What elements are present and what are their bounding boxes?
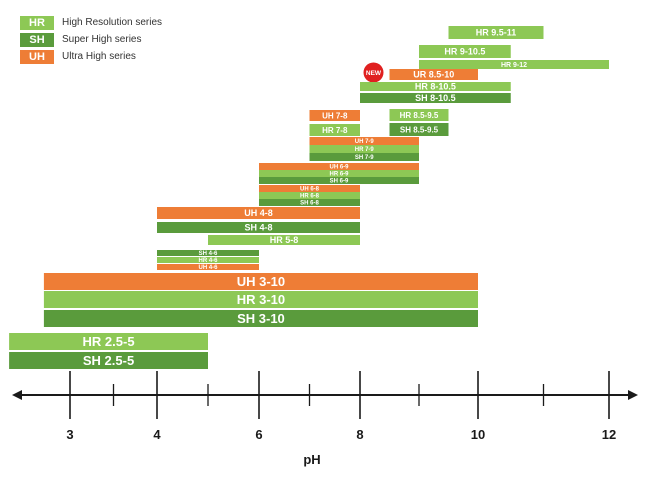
- bar-label: HR 7-9: [355, 147, 375, 153]
- legend-item-sh: SH Super High series: [20, 31, 162, 48]
- bar-label: HR 6-8: [300, 194, 320, 200]
- bar-uh-4-6: [157, 264, 259, 270]
- bar-label: UH 6-9: [329, 165, 349, 171]
- bar-label: SH 2.5-5: [83, 353, 134, 368]
- legend: HR High Resolution series SH Super High …: [20, 14, 162, 65]
- legend-label-uh: Ultra High series: [62, 51, 136, 62]
- bar-sh-2-5-5: [9, 352, 208, 369]
- bar-hr-7-9: [309, 145, 419, 153]
- tick-label: 10: [471, 427, 485, 442]
- bar-sh-6-9: [259, 177, 419, 184]
- bar-hr-7-8: [309, 124, 360, 136]
- bar-sh-8-10-5: [360, 93, 511, 103]
- bar-label: HR 8-10.5: [415, 82, 456, 92]
- bar-label: SH 3-10: [237, 311, 285, 326]
- bar-label: HR 8.5-9.5: [400, 111, 439, 120]
- legend-label-sh: Super High series: [62, 34, 142, 45]
- bar-label: UH 3-10: [237, 274, 285, 289]
- bar-label: UR 8.5-10: [413, 70, 454, 80]
- bar-label: HR 3-10: [237, 292, 285, 307]
- bar-uh-7-8: [309, 110, 360, 121]
- bar-hr-9-12: [419, 60, 609, 69]
- tick-label: 8: [356, 427, 363, 442]
- bar-label: HR 5-8: [270, 235, 299, 245]
- bar-label: UH 7-9: [355, 139, 375, 145]
- axis-arrow-left: [12, 390, 22, 400]
- bar-hr-9-10-5: [419, 45, 511, 58]
- bar-label: SH 6-9: [330, 179, 349, 185]
- tick-label: 6: [255, 427, 262, 442]
- bar-uh-6-8: [259, 185, 360, 192]
- tick-label: 4: [153, 427, 161, 442]
- bar-label: UH 4-6: [198, 265, 218, 271]
- bar-hr-3-10: [43, 291, 479, 308]
- x-axis-label: pH: [303, 452, 320, 467]
- legend-swatch-uh: UH: [20, 49, 54, 64]
- bar-sh-7-9: [309, 153, 419, 161]
- bar-label: SH 4-8: [244, 223, 272, 233]
- legend-swatch-hr: HR: [20, 15, 54, 30]
- bar-label: HR 9-12: [501, 62, 527, 69]
- new-badge: [363, 62, 384, 83]
- legend-item-hr: HR High Resolution series: [20, 14, 162, 31]
- bar-label: SH 6-8: [300, 201, 319, 207]
- bar-sh-6-8: [259, 199, 360, 206]
- bar-label: HR 2.5-5: [83, 334, 135, 349]
- tick-label: 12: [602, 427, 616, 442]
- bar-hr-2-5-5: [9, 333, 208, 350]
- bar-label: SH 8.5-9.5: [400, 125, 439, 134]
- bar-hr-6-8: [259, 192, 360, 199]
- bar-hr-8-5-9-5: [389, 109, 449, 121]
- bar-label: HR 9.5-11: [476, 28, 517, 38]
- bar-uh-3-10: [43, 273, 479, 290]
- legend-item-uh: UH Ultra High series: [20, 48, 162, 65]
- bar-label: HR 9-10.5: [444, 47, 485, 57]
- axis-arrow-right: [628, 390, 638, 400]
- bar-hr-4-6: [157, 257, 259, 263]
- bar-uh-6-9: [259, 163, 419, 170]
- bar-label: HR 6-9: [329, 172, 349, 178]
- bar-sh-4-6: [157, 250, 259, 256]
- bar-label: UH 7-8: [322, 111, 348, 120]
- bar-uh-4-8: [157, 207, 360, 219]
- bar-label: SH 8-10.5: [415, 93, 456, 103]
- tick-label: 3: [66, 427, 73, 442]
- legend-swatch-sh: SH: [20, 32, 54, 47]
- bar-label: UH 4-8: [244, 208, 273, 218]
- bar-uh-7-9: [309, 137, 419, 145]
- new-badge-label: NEW: [366, 70, 382, 77]
- bar-hr-6-9: [259, 170, 419, 177]
- bar-label: SH 4-6: [199, 251, 218, 257]
- bar-ur-8-5-10: [389, 69, 478, 80]
- bar-hr-9-5-11: [448, 26, 544, 39]
- bar-label: UH 6-8: [300, 187, 320, 193]
- bar-hr-5-8: [208, 235, 360, 245]
- bar-sh-8-5-9-5: [389, 123, 449, 136]
- bar-label: HR 4-6: [198, 258, 218, 264]
- bar-sh-3-10: [43, 310, 479, 327]
- bar-hr-8-10-5: [360, 82, 511, 91]
- legend-label-hr: High Resolution series: [62, 17, 163, 28]
- bar-sh-4-8: [157, 222, 360, 233]
- bar-label: SH 7-9: [355, 155, 374, 161]
- bar-label: HR 7-8: [322, 126, 348, 135]
